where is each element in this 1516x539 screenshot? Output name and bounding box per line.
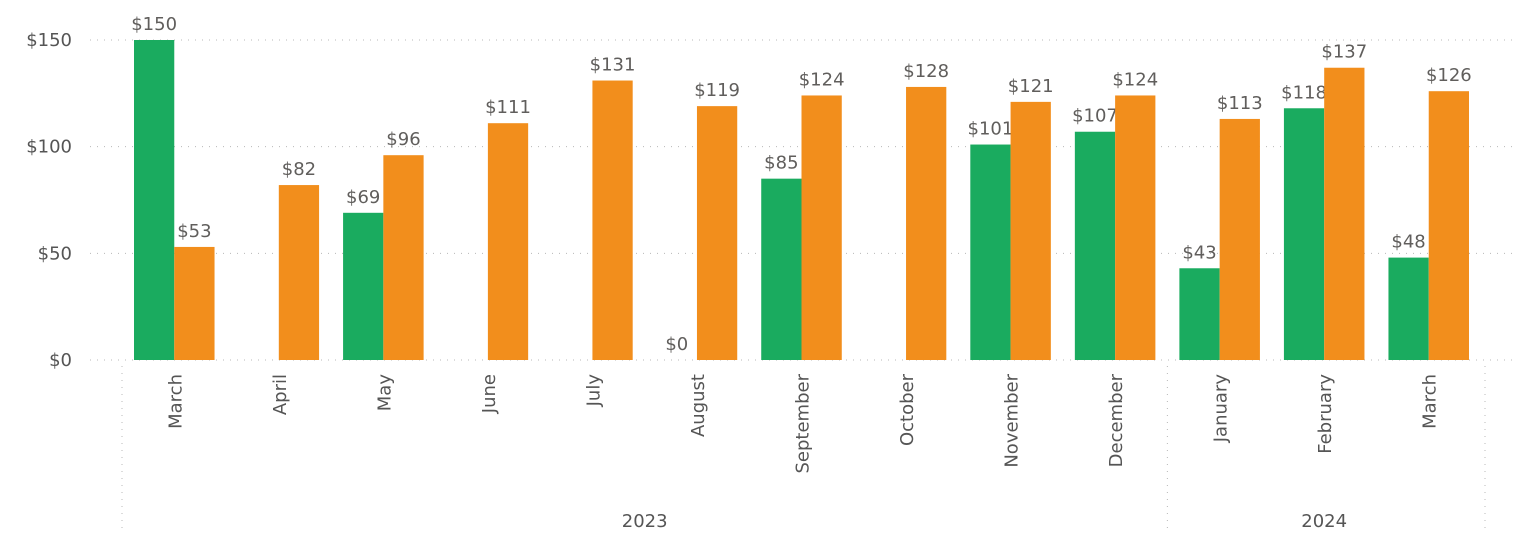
x-tick-label: March — [1420, 374, 1441, 429]
bar — [906, 86, 947, 360]
x-tick-label: July — [583, 374, 604, 408]
data-label: $53 — [177, 221, 211, 242]
data-label: $113 — [1217, 93, 1263, 114]
bar — [134, 40, 175, 360]
y-tick-label: $150 — [26, 30, 72, 51]
data-label: $96 — [386, 129, 420, 150]
x-tick-label: December — [1106, 373, 1127, 467]
bar — [1388, 257, 1429, 360]
data-label: $118 — [1281, 82, 1327, 103]
bar — [970, 144, 1011, 360]
y-tick-label: $100 — [26, 137, 72, 158]
data-label: $107 — [1072, 106, 1118, 127]
data-label: $111 — [485, 97, 531, 118]
x-tick-label: August — [688, 374, 709, 437]
data-label: $0 — [665, 334, 688, 355]
data-label: $131 — [590, 55, 636, 76]
data-label: $101 — [968, 119, 1014, 140]
data-label: $124 — [799, 69, 845, 90]
data-label: $82 — [282, 159, 316, 180]
y-tick-label: $0 — [49, 350, 72, 371]
y-tick-label: $50 — [38, 243, 72, 264]
data-label: $137 — [1321, 42, 1367, 63]
bar — [278, 185, 320, 360]
data-label: $69 — [346, 187, 380, 208]
data-label: $150 — [131, 14, 177, 35]
data-label: $43 — [1182, 242, 1216, 263]
x-tick-label: September — [793, 373, 814, 473]
bar — [1115, 95, 1156, 360]
x-tick-label: March — [165, 374, 186, 429]
data-label: $126 — [1426, 65, 1472, 86]
group-label: 2023 — [622, 511, 668, 532]
data-label: $121 — [1008, 76, 1054, 97]
data-label: $124 — [1112, 69, 1158, 90]
bar — [1179, 268, 1220, 360]
bar — [592, 80, 633, 361]
bar — [1283, 108, 1325, 361]
data-label: $85 — [764, 153, 798, 174]
group-label: 2024 — [1301, 511, 1347, 532]
bar — [383, 155, 424, 360]
x-tick-label: June — [479, 374, 500, 414]
bar — [174, 246, 215, 360]
data-label: $48 — [1391, 232, 1425, 253]
x-tick-label: October — [897, 373, 918, 446]
bar — [1324, 67, 1365, 360]
bar — [801, 95, 842, 360]
bar — [487, 123, 529, 360]
x-tick-label: April — [270, 374, 291, 415]
x-tick-label: January — [1211, 374, 1232, 444]
bar — [1428, 91, 1469, 360]
bar — [1219, 118, 1260, 360]
bar — [1074, 131, 1116, 360]
bar — [1010, 101, 1051, 360]
data-label: $128 — [903, 61, 949, 82]
bar — [343, 212, 384, 360]
bar — [761, 178, 802, 360]
data-label: $119 — [694, 80, 740, 101]
x-tick-label: May — [374, 374, 395, 412]
x-tick-label: November — [1002, 373, 1023, 467]
bar — [696, 106, 738, 360]
x-tick-label: February — [1315, 374, 1336, 454]
